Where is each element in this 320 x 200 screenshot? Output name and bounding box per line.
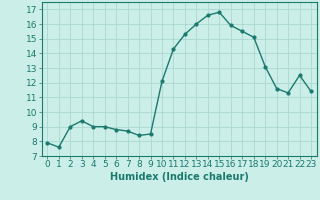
X-axis label: Humidex (Indice chaleur): Humidex (Indice chaleur) bbox=[110, 172, 249, 182]
